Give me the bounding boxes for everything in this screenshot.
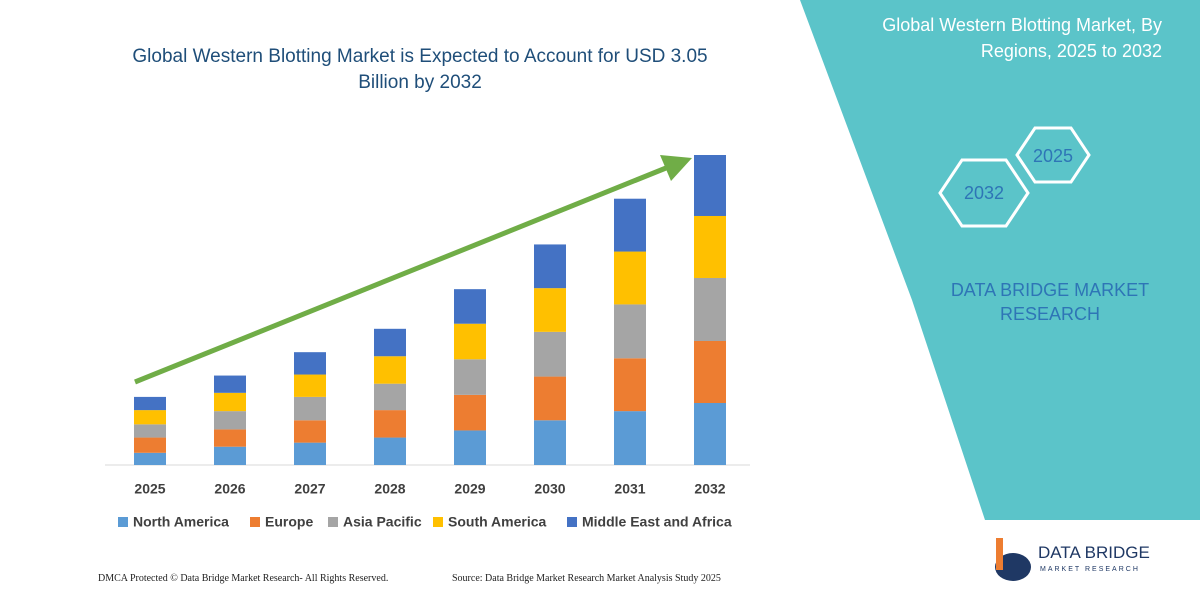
bar-segment: [214, 429, 246, 447]
legend-label: Asia Pacific: [343, 514, 422, 530]
bar-segment: [134, 437, 166, 453]
bar-segment: [134, 410, 166, 425]
brand: DATA BRIDGE MARKET RESEARCH: [950, 280, 1150, 324]
legend-label: Middle East and Africa: [582, 514, 732, 530]
hexagon: [938, 158, 1030, 228]
legend-swatch: [250, 517, 260, 527]
x-tick-label: 2027: [294, 481, 325, 497]
bar-segment: [454, 394, 486, 431]
bar-segment: [534, 244, 566, 289]
legend-swatch: [118, 517, 128, 527]
bar-segment: [374, 356, 406, 384]
bar-segment: [614, 251, 646, 305]
legend-label: Europe: [265, 514, 313, 530]
x-tick-label: 2029: [454, 481, 485, 497]
bar-segment: [534, 331, 566, 377]
side-panel: [800, 0, 1200, 520]
bar-segment: [374, 437, 406, 465]
bar-segment: [214, 392, 246, 412]
bar-segment: [294, 442, 326, 465]
bar-segment: [214, 411, 246, 430]
bar-segment: [294, 396, 326, 421]
footer-source: Source: Data Bridge Market Research Mark…: [452, 573, 721, 584]
logo-icon: [995, 538, 1031, 581]
trend-arrow: [134, 165, 667, 385]
footer-note: DMCA Protected © Data Bridge Market Rese…: [98, 573, 389, 584]
bar-segment: [294, 352, 326, 375]
x-tick-label: 2026: [214, 481, 245, 497]
x-tick-label: 2030: [534, 481, 565, 497]
bar-segment: [374, 383, 406, 411]
bar-segment: [454, 323, 486, 360]
logo-tagline: MARKET RESEARCH: [1040, 566, 1140, 573]
bar-segment: [134, 396, 166, 411]
logo-name: DATA BRIDGE: [1038, 543, 1150, 562]
bar-segment: [214, 375, 246, 393]
panel-title: Global Western Blotting Market, By Regio…: [882, 15, 1162, 61]
bar-segment: [534, 288, 566, 332]
bar-segment: [454, 430, 486, 465]
bar-segment: [534, 376, 566, 421]
chart-title: Global Western Blotting Market is Expect…: [132, 46, 708, 93]
bar-segment: [614, 304, 646, 359]
x-tick-label: 2025: [134, 481, 165, 497]
x-tick-label: 2032: [694, 481, 725, 497]
legend-swatch: [328, 517, 338, 527]
bar-segment: [374, 410, 406, 438]
legend-label: North America: [133, 514, 229, 530]
bar-segment: [694, 341, 726, 403]
bar-segment: [694, 215, 726, 278]
bar-segment: [614, 198, 646, 252]
bar-segment: [294, 420, 326, 443]
legend-label: South America: [448, 514, 546, 530]
x-tick-label: 2028: [374, 481, 405, 497]
bar-segment: [374, 328, 406, 357]
bar-segment: [454, 289, 486, 324]
bar-segment: [614, 358, 646, 412]
hex-label: 2032: [964, 183, 1004, 203]
legend-swatch: [433, 517, 443, 527]
bar-segment: [694, 277, 726, 341]
bar-segment: [614, 411, 646, 465]
bar-segment: [534, 420, 566, 465]
bar-segment: [454, 359, 486, 395]
bar-segment: [134, 424, 166, 438]
legend-swatch: [567, 517, 577, 527]
arrow-head: [660, 155, 692, 181]
x-tick-label: 2031: [614, 481, 645, 497]
hex-label: 2025: [1033, 146, 1073, 166]
bar-segment: [214, 446, 246, 465]
bar-segment: [134, 452, 166, 465]
bar-segment: [694, 403, 726, 465]
bar-segment: [294, 374, 326, 397]
bar-segment: [694, 155, 726, 216]
hexagon: [1015, 126, 1091, 184]
